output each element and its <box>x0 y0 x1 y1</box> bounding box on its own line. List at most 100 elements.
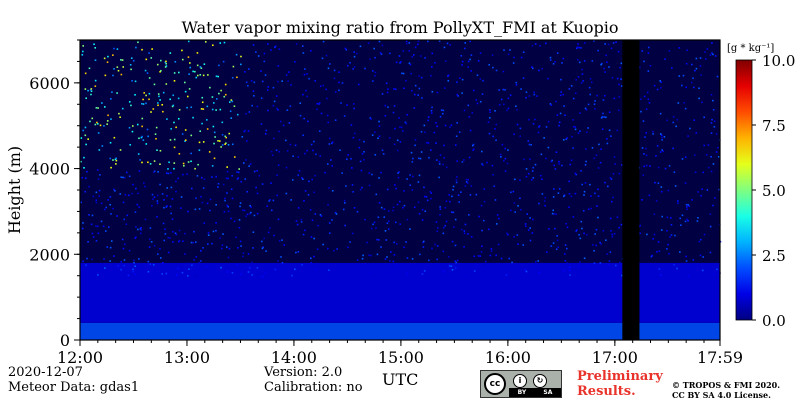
humidity-pixel <box>106 246 109 248</box>
humidity-pixel <box>699 254 702 257</box>
humidity-pixel <box>361 257 364 260</box>
humidity-pixel <box>701 188 703 190</box>
humidity-pixel <box>464 275 466 278</box>
footer-left: 2020-12-07 Meteor Data: gdas1 <box>8 365 139 395</box>
humidity-pixel <box>110 118 112 120</box>
humidity-pixel <box>215 175 217 178</box>
humidity-pixel <box>137 192 139 195</box>
humidity-pixel <box>276 174 278 176</box>
humidity-pixel <box>129 143 132 146</box>
humidity-pixel <box>109 203 111 206</box>
license-strip: BY SA <box>509 388 561 397</box>
humidity-pixel <box>104 74 107 77</box>
humidity-pixel <box>609 177 612 179</box>
humidity-pixel <box>175 126 177 129</box>
humidity-pixel <box>345 185 347 187</box>
humidity-pixel <box>328 232 331 234</box>
humidity-pixel <box>173 72 176 74</box>
humidity-pixel <box>461 92 463 94</box>
humidity-pixel <box>85 143 87 146</box>
humidity-pixel <box>552 196 555 198</box>
humidity-pixel <box>508 257 511 260</box>
humidity-pixel <box>196 74 199 77</box>
humidity-pixel <box>509 209 512 212</box>
humidity-pixel <box>608 111 611 114</box>
humidity-pixel <box>441 112 444 115</box>
humidity-pixel <box>326 163 329 165</box>
humidity-pixel <box>209 209 211 212</box>
humidity-pixel <box>438 163 441 165</box>
humidity-pixel <box>225 246 228 248</box>
humidity-pixel <box>167 168 169 170</box>
humidity-pixel <box>611 76 614 79</box>
humidity-pixel <box>417 43 419 46</box>
humidity-pixel <box>558 124 560 127</box>
humidity-pixel <box>207 234 210 236</box>
humidity-pixel <box>226 192 228 194</box>
humidity-pixel <box>222 233 224 235</box>
humidity-pixel <box>439 213 441 216</box>
humidity-pixel <box>526 213 529 215</box>
humidity-pixel <box>381 44 384 47</box>
humidity-pixel <box>653 233 656 236</box>
humidity-pixel <box>199 66 202 68</box>
humidity-pixel <box>276 194 278 197</box>
humidity-pixel <box>547 146 550 149</box>
humidity-pixel <box>423 270 426 272</box>
humidity-pixel <box>547 77 549 80</box>
humidity-pixel <box>687 204 690 206</box>
humidity-pixel <box>688 205 691 208</box>
humidity-pixel <box>215 229 217 232</box>
humidity-pixel <box>717 156 720 158</box>
humidity-pixel <box>230 117 233 119</box>
humidity-pixel <box>603 94 606 97</box>
humidity-pixel <box>80 160 82 163</box>
colorbar-tick-label: 0.0 <box>762 312 786 330</box>
humidity-pixel <box>568 180 571 183</box>
humidity-pixel <box>105 270 107 273</box>
humidity-pixel <box>491 164 494 167</box>
humidity-pixel <box>617 109 620 112</box>
humidity-pixel <box>589 77 592 80</box>
humidity-pixel <box>460 54 463 57</box>
humidity-pixel <box>503 49 505 52</box>
humidity-pixel <box>454 260 456 262</box>
humidity-pixel <box>116 48 119 50</box>
humidity-pixel <box>674 185 677 187</box>
humidity-pixel <box>551 159 553 162</box>
humidity-pixel <box>425 196 428 198</box>
humidity-pixel <box>358 139 361 141</box>
humidity-pixel <box>674 234 676 237</box>
humidity-pixel <box>572 147 574 149</box>
humidity-pixel <box>82 50 84 53</box>
humidity-pixel <box>296 223 299 226</box>
humidity-pixel <box>281 239 283 241</box>
humidity-pixel <box>142 98 144 101</box>
humidity-pixel <box>538 125 541 127</box>
humidity-pixel <box>409 228 411 230</box>
humidity-pixel <box>274 268 277 271</box>
humidity-pixel <box>692 259 695 261</box>
humidity-pixel <box>199 130 202 132</box>
humidity-pixel <box>557 246 559 249</box>
humidity-pixel <box>431 247 433 250</box>
humidity-pixel <box>579 261 581 263</box>
humidity-pixel <box>451 268 454 271</box>
humidity-pixel <box>343 115 346 117</box>
humidity-pixel <box>194 241 197 243</box>
humidity-pixel <box>620 274 623 277</box>
humidity-pixel <box>132 268 134 271</box>
humidity-pixel <box>364 67 366 70</box>
humidity-pixel <box>218 64 220 67</box>
humidity-pixel <box>104 230 107 232</box>
humidity-pixel <box>580 47 582 49</box>
humidity-pixel <box>184 232 186 235</box>
humidity-pixel <box>141 125 143 128</box>
humidity-pixel <box>262 246 265 249</box>
humidity-pixel <box>328 137 331 140</box>
humidity-pixel <box>172 94 175 97</box>
humidity-pixel <box>451 195 453 198</box>
humidity-pixel <box>705 154 708 156</box>
humidity-pixel <box>677 202 679 205</box>
humidity-pixel <box>471 112 474 114</box>
